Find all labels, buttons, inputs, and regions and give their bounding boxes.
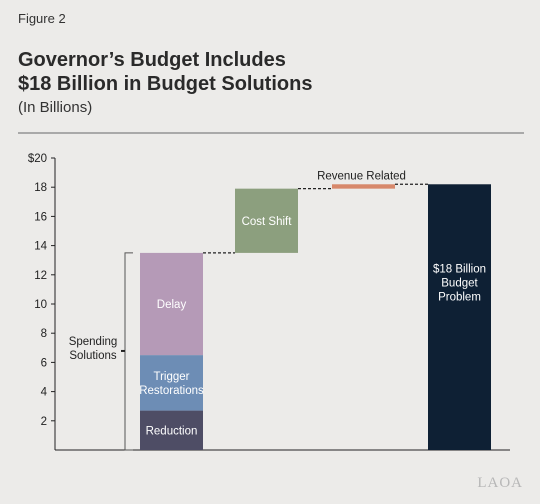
y-tick-label: 10 — [34, 299, 47, 311]
segment-label: Trigger — [154, 371, 190, 383]
bar-segment-total — [428, 184, 491, 450]
y-tick-label: 4 — [41, 387, 48, 399]
y-tick-label: 12 — [34, 270, 47, 282]
segment-label: Cost Shift — [242, 216, 293, 228]
bar-segment-reduction — [140, 410, 203, 450]
segment-label: Revenue Related — [317, 170, 406, 182]
bar-segment-delay — [140, 252, 203, 356]
bracket-label: Solutions — [69, 350, 117, 362]
y-tick-label: 8 — [41, 328, 47, 340]
segment-label: Reduction — [146, 425, 198, 437]
bar-segment-trigger — [140, 355, 203, 411]
segment-label: Problem — [438, 292, 481, 304]
chart-title-line2: $18 Billion in Budget Solutions — [18, 73, 313, 95]
chart-title: Governor’s Budget Includes $18 Billion i… — [18, 48, 518, 96]
bar-segment-revenue — [332, 184, 395, 189]
y-tick-label: 18 — [34, 182, 47, 194]
y-tick-label: $20 — [28, 153, 47, 165]
lao-watermark-logo: LAOA — [477, 475, 523, 491]
segment-label: $18 Billion — [433, 264, 486, 276]
title-divider — [18, 132, 524, 134]
y-tick-label: 2 — [41, 416, 47, 428]
figure-label: Figure 2 — [18, 11, 66, 26]
bar-segment-cost_shift — [235, 188, 298, 253]
segment-label: Restorations — [139, 385, 204, 397]
bracket-label: Spending — [69, 336, 118, 348]
chart-title-line1: Governor’s Budget Includes — [18, 49, 286, 71]
bracket — [124, 252, 133, 451]
y-tick-label: 14 — [34, 241, 47, 253]
segment-label: Budget — [441, 278, 478, 290]
segment-label: Delay — [157, 299, 187, 311]
y-tick-label: 16 — [34, 211, 47, 223]
chart-subtitle: (In Billions) — [18, 99, 93, 116]
y-tick-label: 6 — [41, 357, 47, 369]
